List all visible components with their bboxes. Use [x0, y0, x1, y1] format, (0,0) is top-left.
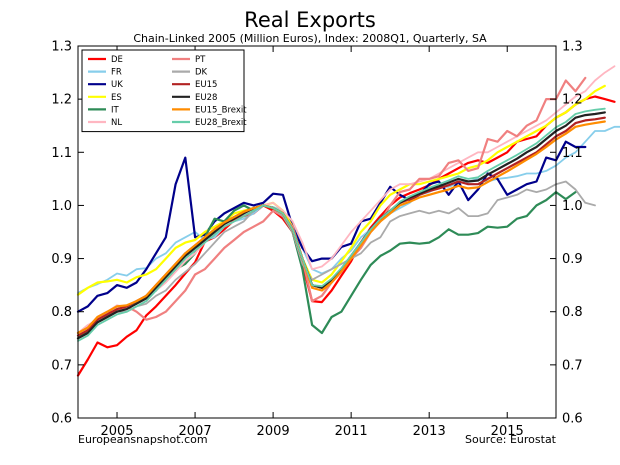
chart-title: Real Exports	[244, 8, 376, 32]
legend-box	[81, 49, 245, 133]
legend-label: ES	[111, 93, 122, 103]
legend-entry: PT	[172, 55, 206, 65]
y-tick-label-left: 1.2	[51, 93, 72, 108]
x-tick-label: 2007	[179, 424, 212, 439]
legend-entry: FR	[88, 68, 122, 78]
legend-label: DK	[195, 68, 208, 78]
series-layer	[76, 65, 620, 377]
legend-label: IT	[111, 105, 120, 115]
y-tick-label-right: 1.2	[562, 93, 583, 108]
source-right-label: Source: Eurostat	[465, 433, 557, 446]
y-tick-label-left: 0.8	[51, 305, 72, 320]
legend-label: FR	[111, 68, 122, 78]
series-line-eu28-brexit	[77, 107, 606, 342]
legend-entry: EU28	[172, 93, 217, 103]
y-tick-label-right: 1.1	[562, 146, 583, 161]
legend-label: NL	[111, 118, 122, 128]
x-tick-label: 2015	[491, 424, 524, 439]
y-tick-label-left: 0.9	[51, 252, 72, 267]
legend-label: UK	[111, 80, 123, 90]
y-tick-label-right: 0.6	[562, 412, 583, 427]
x-tick-label: 2013	[413, 424, 446, 439]
y-tick-label-right: 0.8	[562, 305, 583, 320]
y-tick-label-right: 1.0	[562, 199, 583, 214]
chart-subtitle: Chain-Linked 2005 (Million Euros), Index…	[133, 32, 487, 45]
x-tick-label: 2011	[335, 424, 368, 439]
plot-frame	[77, 45, 557, 419]
legend-label: EU15	[195, 80, 217, 90]
series-line-it	[76, 191, 577, 340]
y-tick-label-right: 1.3	[562, 40, 583, 55]
legend-entry: IT	[88, 105, 120, 115]
legend-label: EU28_Brexit	[195, 118, 247, 128]
legend-entry: ES	[88, 93, 122, 103]
y-tick-label-right: 0.7	[562, 358, 583, 373]
y-tick-label-left: 1.1	[51, 146, 72, 161]
series-line-eu15-brexit	[76, 120, 606, 335]
legend-entry: UK	[88, 80, 123, 90]
source-left-label: Europeansnapshot.com	[78, 433, 208, 446]
legend: DE FR UK ES IT NL PT DK EU15 EU28 EU15_Brexit EU28_…	[81, 49, 247, 133]
series-line-nl	[77, 65, 616, 334]
axes-layer: 0.6 0.6 0.7 0.7 0.8 0.8 0.9 0.9 1.0 1.0 1.1 1.1 1.2 1…	[51, 40, 582, 440]
legend-entry: DK	[172, 68, 208, 78]
legend-label: PT	[195, 55, 206, 65]
series-line-dk	[77, 180, 596, 334]
legend-label: EU15_Brexit	[195, 105, 247, 115]
y-tick-label-left: 0.7	[51, 358, 72, 373]
y-tick-label-left: 1.3	[51, 40, 72, 55]
legend-label: EU28	[195, 93, 217, 103]
y-tick-label-right: 0.9	[562, 252, 583, 267]
x-tick-label: 2005	[100, 424, 133, 439]
series-line-fr	[77, 125, 620, 295]
y-tick-label-left: 0.6	[51, 412, 72, 427]
x-tick-label: 2009	[257, 424, 290, 439]
y-tick-label-left: 1.0	[51, 199, 72, 214]
legend-entry: EU15_Brexit	[172, 105, 247, 115]
series-line-de	[76, 95, 616, 377]
legend-entry: DE	[88, 55, 123, 65]
legend-entry: NL	[88, 118, 122, 128]
legend-label: DE	[111, 55, 123, 65]
legend-entry: EU28_Brexit	[172, 118, 247, 128]
series-line-es	[76, 84, 606, 296]
legend-entry: EU15	[172, 80, 217, 90]
